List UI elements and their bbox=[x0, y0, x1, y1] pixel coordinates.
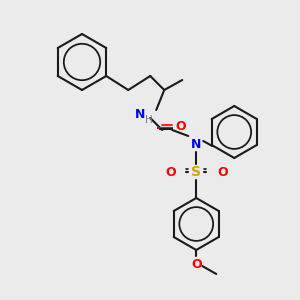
Text: O: O bbox=[165, 166, 175, 178]
Text: O: O bbox=[191, 257, 202, 271]
Text: O: O bbox=[175, 119, 186, 133]
Text: H: H bbox=[146, 115, 153, 125]
Text: N: N bbox=[135, 107, 146, 121]
Text: N: N bbox=[191, 137, 201, 151]
Text: O: O bbox=[217, 166, 228, 178]
Text: S: S bbox=[191, 165, 201, 179]
